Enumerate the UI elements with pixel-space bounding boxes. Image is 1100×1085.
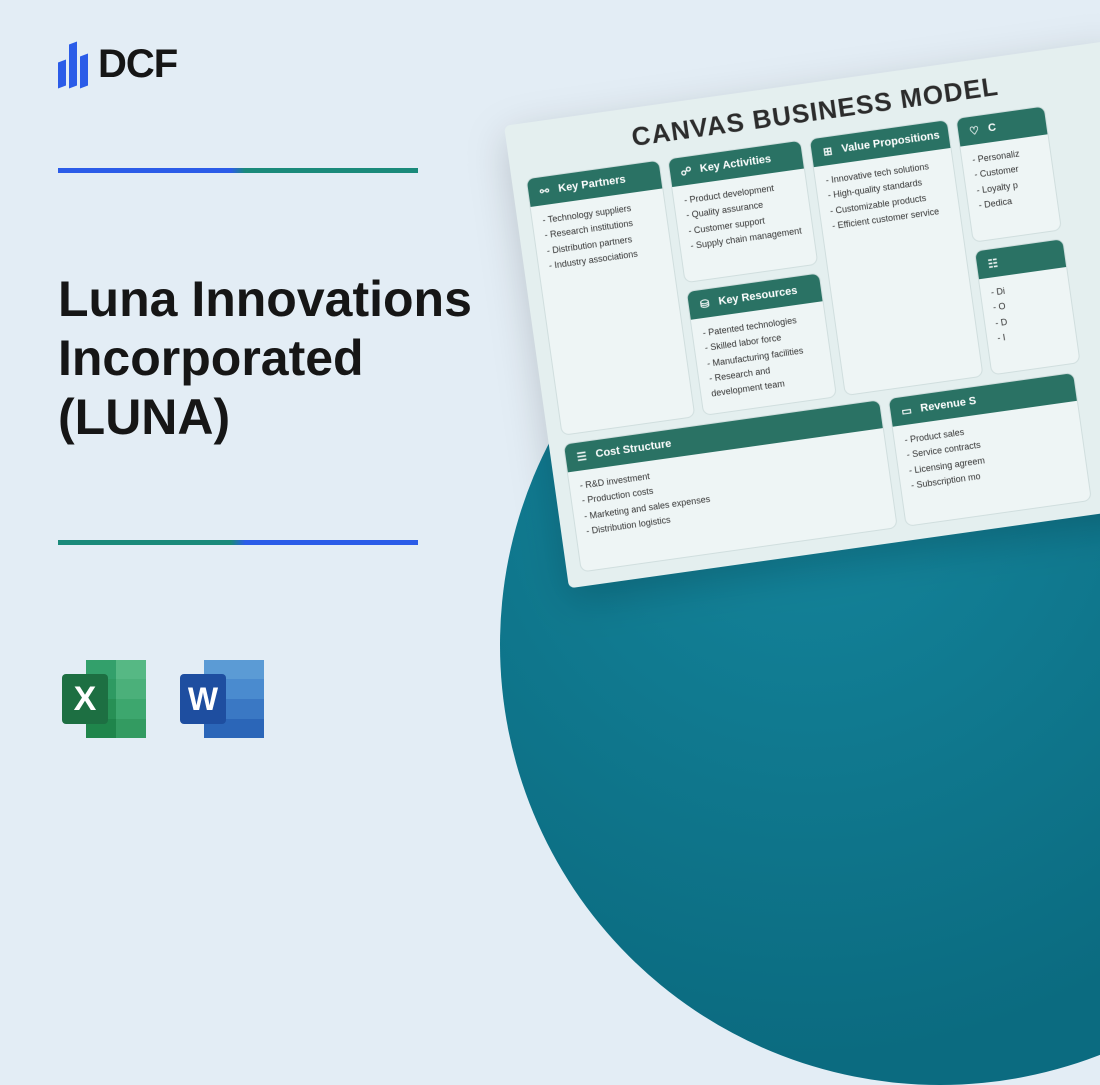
brand-name: DCF	[98, 42, 177, 87]
block-body: DiODI	[979, 267, 1077, 356]
block-key-partners: ⚯Key Partners Technology suppliersResear…	[526, 160, 696, 436]
divider-bottom	[58, 540, 418, 545]
heart-icon: ♡	[965, 121, 983, 139]
svg-text:X: X	[74, 680, 97, 718]
divider-top	[58, 168, 418, 173]
card-icon: ▭	[898, 402, 916, 420]
word-icon: W	[176, 652, 270, 746]
excel-icon: X	[58, 652, 152, 746]
block-revenue-streams: ▭Revenue S Product salesService contract…	[888, 372, 1092, 527]
sliders-icon: ☰	[573, 447, 591, 465]
block-body: Patented technologiesSkilled labor force…	[691, 301, 836, 411]
block-customer-relationships: ♡ C PersonalizCustomerLoyalty pDedica	[955, 105, 1062, 242]
block-value-propositions: ⊞Value Propositions Innovative tech solu…	[809, 119, 984, 396]
people-icon: ☍	[677, 162, 695, 180]
header-label: Revenue S	[920, 395, 977, 415]
header-label: Key Partners	[558, 174, 627, 195]
block-key-activities: ☍Key Activities Product developmentQuali…	[667, 140, 818, 284]
block-key-resources: ⛁Key Resources Patented technologiesSkil…	[686, 272, 837, 416]
logo-bars-icon	[58, 43, 88, 87]
block-body: PersonalizCustomerLoyalty pDedica	[960, 134, 1058, 223]
link-icon: ⚯	[535, 182, 553, 200]
header-label: Key Activities	[699, 153, 772, 175]
page-title-text: Luna InnovationsIncorporated(LUNA)	[58, 271, 472, 445]
database-icon: ⛁	[696, 295, 714, 313]
file-icons-row: X W	[58, 652, 270, 746]
canvas-preview: CANVAS BUSINESS MODEL ⚯Key Partners Tech…	[504, 40, 1100, 681]
header-label: Cost Structure	[595, 438, 672, 461]
header-label: C	[987, 121, 997, 134]
block-channels: ☷ DiODI	[974, 238, 1081, 375]
grid-icon: ⊞	[819, 142, 837, 160]
brand-logo: DCF	[58, 42, 177, 87]
channel-icon: ☷	[984, 254, 1002, 272]
svg-text:W: W	[188, 681, 219, 717]
page-title: Luna InnovationsIncorporated(LUNA)	[58, 270, 472, 447]
header-label: Key Resources	[718, 285, 798, 308]
